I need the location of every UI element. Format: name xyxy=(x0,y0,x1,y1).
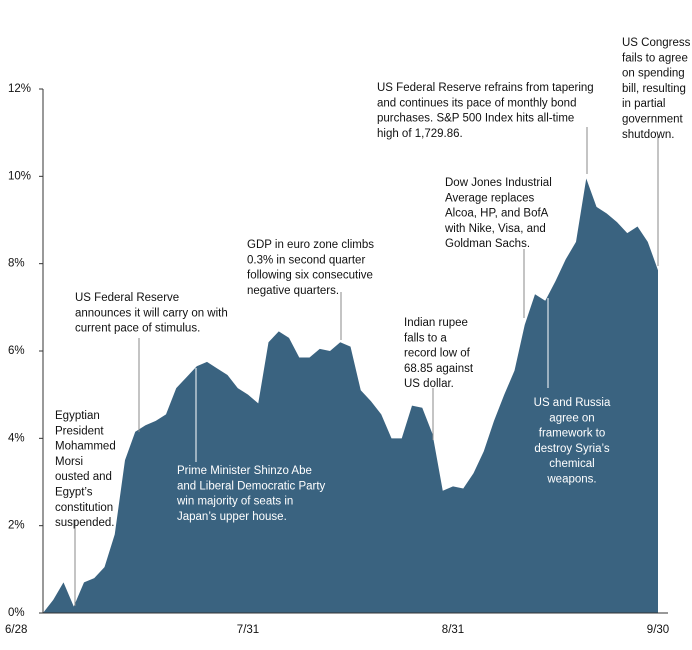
annotation-line: high of 1,729.86. xyxy=(377,128,463,140)
annotation-line: bill, resulting xyxy=(622,83,686,95)
annotation-line: on spending xyxy=(622,68,685,80)
annotation-line: agree on xyxy=(549,412,594,424)
annotation-line: 68.85 against xyxy=(404,363,474,375)
annotation-line: President xyxy=(55,425,104,437)
annotation-line: record low of xyxy=(404,348,471,360)
annotation: Prime Minister Shinzo Abe and Liberal Dem… xyxy=(176,465,326,523)
annotation-line: US Congress xyxy=(622,37,691,49)
annotation-line: Egypt’s xyxy=(55,487,93,499)
annotation-line: and Liberal Democratic Party xyxy=(177,480,326,492)
annotation-line: purchases. S&P 500 Index hits all-time xyxy=(377,113,574,125)
annotation-line: Average replaces xyxy=(445,192,535,204)
annotation-line: Indian rupee xyxy=(404,317,468,329)
annotation-line: and continues its pace of monthly bond xyxy=(377,97,576,109)
annotation: US Congress fails to agree on spending bill… xyxy=(622,37,691,141)
annotation-line: Egyptian xyxy=(55,410,100,422)
annotation: Dow Jones Industrial Average replaces Alco… xyxy=(444,177,552,250)
y-tick-label: 8% xyxy=(8,258,25,270)
annotation-line: suspended. xyxy=(55,517,114,529)
annotation-line: negative quarters. xyxy=(247,285,339,297)
annotation-line: framework to xyxy=(539,428,605,440)
annotation-line: Morsi xyxy=(55,456,83,468)
annotation-line: chemical xyxy=(549,458,594,470)
annotation-line: US Federal Reserve refrains from taperin… xyxy=(377,82,594,94)
annotation-line: GDP in euro zone climbs xyxy=(247,239,374,251)
annotation-line: win majority of seats in xyxy=(176,496,293,508)
annotation-line: in partial xyxy=(622,98,665,110)
annotation-line: fails to agree xyxy=(622,52,688,64)
annotation: Egyptian President Mohammed Morsi ousted and… xyxy=(55,410,116,529)
y-tick-label: 4% xyxy=(8,432,25,444)
y-tick-label: 0% xyxy=(8,607,25,619)
annotation-line: US and Russia xyxy=(534,397,611,409)
annotation-line: Japan’s upper house. xyxy=(177,511,287,523)
annotation: US Federal Reserve announces it will carr… xyxy=(75,292,228,335)
annotation: US Federal Reserve refrains from taperin… xyxy=(377,82,594,140)
annotation-line: ousted and xyxy=(55,471,112,483)
y-tick-label: 6% xyxy=(8,345,25,357)
x-tick-label: 7/31 xyxy=(237,624,259,636)
annotation-line: shutdown. xyxy=(622,129,674,141)
annotation-line: government xyxy=(622,114,684,126)
annotation-line: destroy Syria’s xyxy=(534,443,609,455)
annotation-line: Dow Jones Industrial xyxy=(445,177,552,189)
annotation-line: Alcoa, HP, and BofA xyxy=(445,208,549,220)
x-tick-label: 8/31 xyxy=(442,624,464,636)
annotation-line: constitution xyxy=(55,502,113,514)
annotation: GDP in euro zone climbs 0.3% in second qu… xyxy=(247,239,374,297)
annotation-line: Mohammed xyxy=(55,441,116,453)
annotation-line: current pace of stimulus. xyxy=(75,323,200,335)
annotation: Indian rupee falls to a record low of 68.85… xyxy=(404,317,474,390)
annotation-line: following six consecutive xyxy=(247,270,373,282)
annotation-line: announces it will carry on with xyxy=(75,307,228,319)
annotation-line: US Federal Reserve xyxy=(75,292,179,304)
annotation-line: with Nike, Visa, and xyxy=(444,223,546,235)
annotation-line: US dollar. xyxy=(404,378,454,390)
y-tick-label: 12% xyxy=(8,83,31,95)
x-tick-label: 6/28 xyxy=(5,624,27,636)
annotation-line: Goldman Sachs. xyxy=(445,238,530,250)
y-tick-label: 10% xyxy=(8,170,31,182)
area xyxy=(43,178,658,613)
annotation-line: falls to a xyxy=(404,332,447,344)
annotation-line: Prime Minister Shinzo Abe xyxy=(177,465,312,477)
x-tick-label: 9/30 xyxy=(647,624,669,636)
annotation-line: weapons. xyxy=(546,474,596,486)
y-tick-label: 2% xyxy=(8,520,25,532)
annotation-line: 0.3% in second quarter xyxy=(247,254,365,266)
annotation: US and Russia agree on framework to destroy… xyxy=(534,397,611,486)
